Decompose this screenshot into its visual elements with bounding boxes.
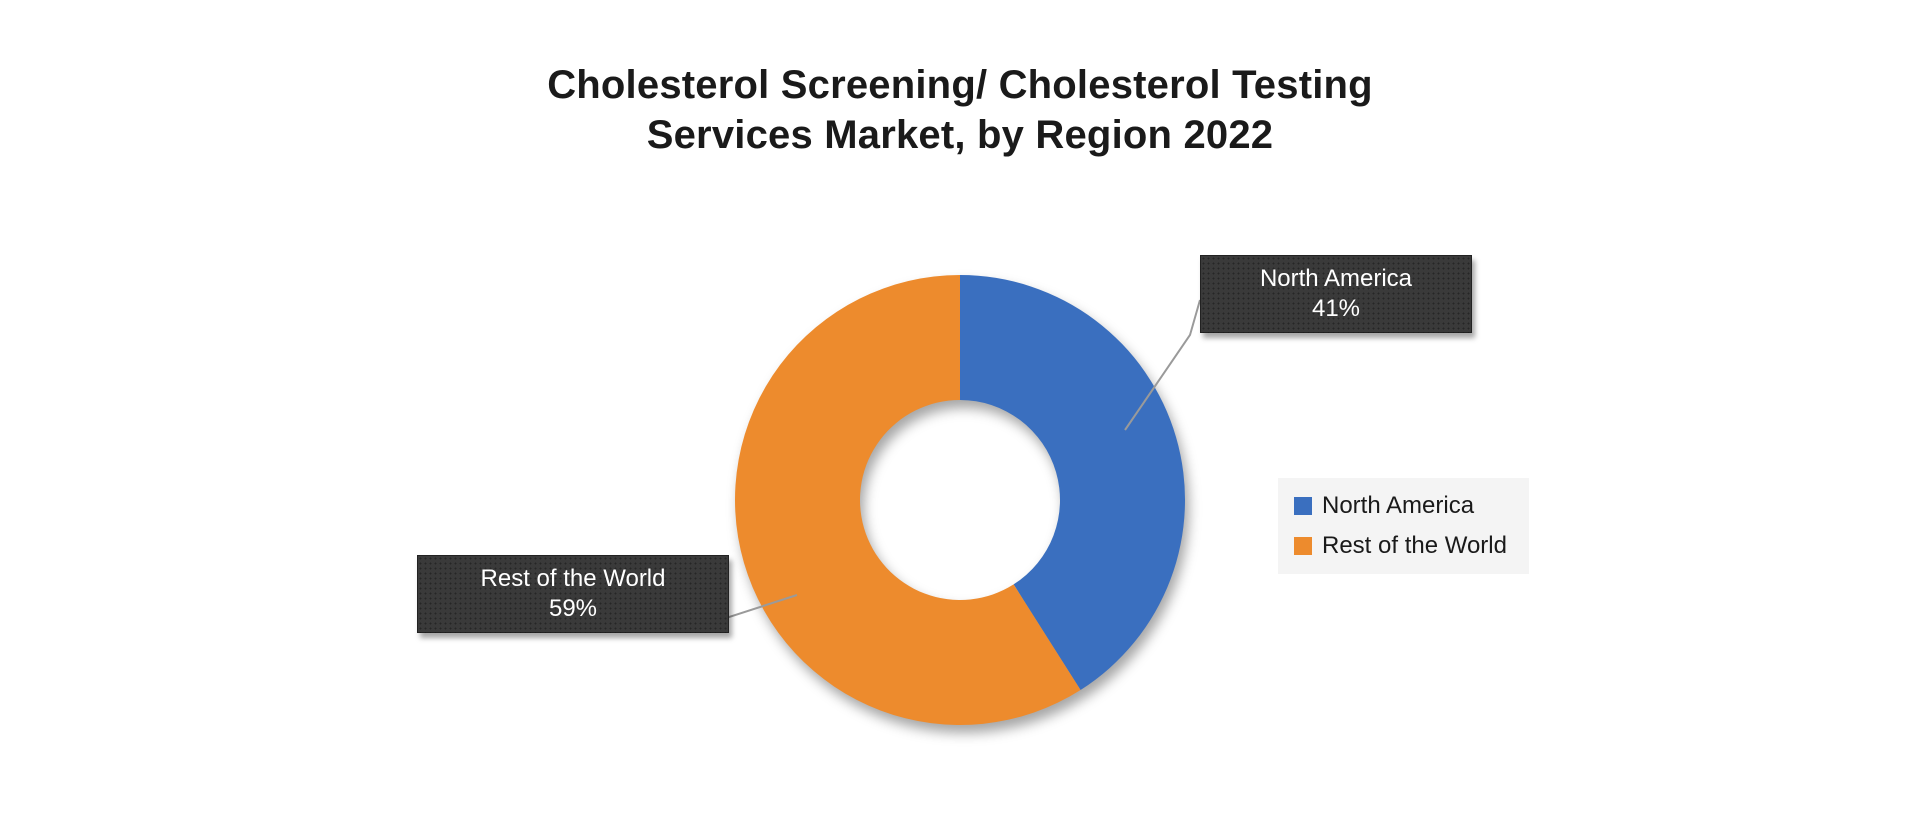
chart-container: Cholesterol Screening/ Cholesterol Testi… xyxy=(0,0,1920,818)
donut-chart xyxy=(0,0,1920,818)
callout-row-value: 59% xyxy=(549,595,597,622)
legend: North America Rest of the World xyxy=(1278,478,1529,574)
callout-na-value: 41% xyxy=(1312,295,1360,322)
legend-label-row: Rest of the World xyxy=(1322,532,1507,560)
legend-item-na: North America xyxy=(1294,492,1507,520)
callout-na-label: North America xyxy=(1260,265,1412,292)
callout-rest-of-world: Rest of the World 59% xyxy=(417,555,729,633)
callout-row-label: Rest of the World xyxy=(481,565,666,592)
legend-swatch-row xyxy=(1294,537,1312,555)
legend-swatch-na xyxy=(1294,497,1312,515)
legend-label-na: North America xyxy=(1322,492,1474,520)
callout-north-america: North America 41% xyxy=(1200,255,1472,333)
legend-item-row: Rest of the World xyxy=(1294,532,1507,560)
